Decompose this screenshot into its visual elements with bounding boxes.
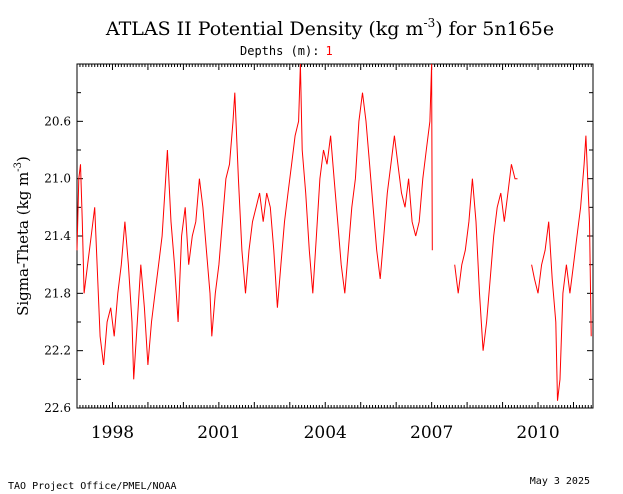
series-line	[76, 63, 433, 380]
x-tick-labels: 1998 2001 2004 2007 2010	[91, 423, 560, 443]
x-tick-label: 1998	[91, 423, 134, 443]
series-line	[531, 135, 592, 401]
chart-subtitle: Depths (m): 1	[240, 44, 333, 58]
x-tick-label: 2004	[304, 423, 347, 443]
y-tick-label: 21.4	[44, 229, 71, 243]
y-tick-label: 22.2	[44, 344, 71, 358]
y-axis-label: Sigma-Theta (kg m-3)	[13, 156, 32, 316]
data-series	[76, 63, 592, 401]
x-tick-label: 2007	[410, 423, 453, 443]
chart-title: ATLAS II Potential Density (kg m-3) for …	[105, 16, 554, 40]
footer-date: May 3 2025	[530, 476, 590, 487]
plot-frame	[76, 63, 594, 409]
y-tick-label: 22.6	[44, 401, 71, 415]
y-tick-label: 21.0	[44, 172, 71, 186]
footer-credit: TAO Project Office/PMEL/NOAA	[8, 481, 177, 492]
series-line	[454, 164, 518, 351]
axis-ticks	[76, 63, 593, 409]
x-tick-label: 2010	[516, 423, 559, 443]
x-tick-label: 2001	[197, 423, 240, 443]
y-tick-label: 20.6	[44, 114, 71, 128]
y-tick-labels: 20.6 21.0 21.4 21.8 22.2 22.6	[44, 114, 71, 415]
y-tick-label: 21.8	[44, 286, 71, 300]
